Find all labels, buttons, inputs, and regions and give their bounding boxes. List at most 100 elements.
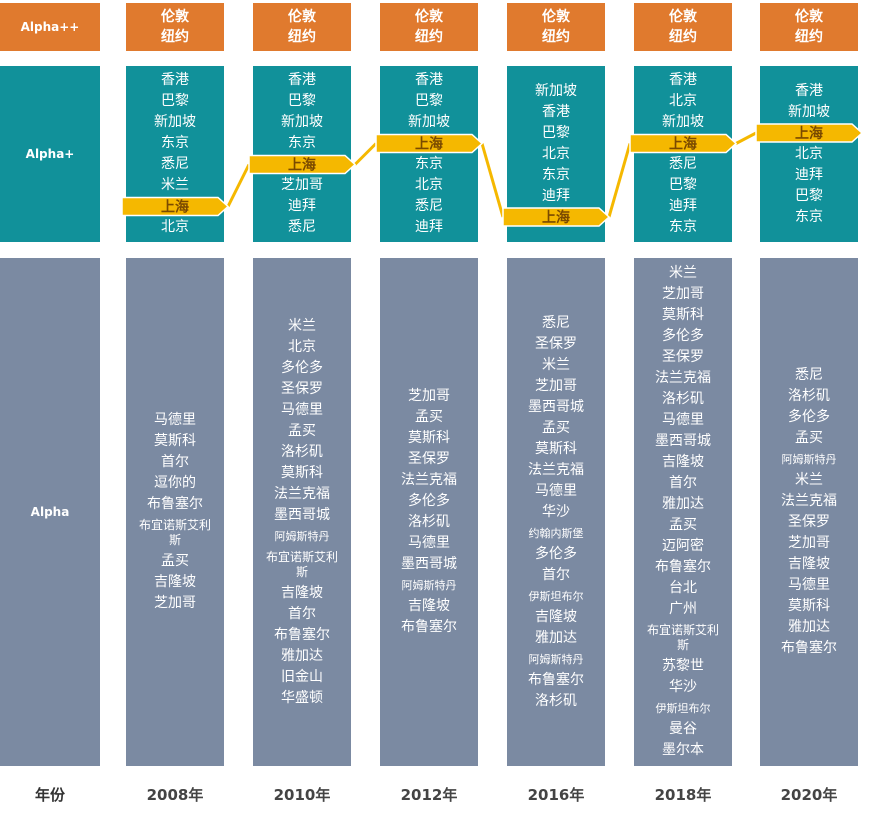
- alpha-cell: 悉尼 圣保罗 米兰 芝加哥 墨西哥城 孟买 莫斯科 法兰克福 马德里 华沙 约翰内斯堡 多伦多 首尔 伊斯…: [507, 258, 605, 766]
- alpha-pp-cell: 伦敦 纽约: [634, 3, 732, 51]
- year-label: 2010年: [273, 786, 331, 804]
- city-name: 孟买: [795, 430, 823, 446]
- city-name: 北京: [415, 177, 443, 193]
- city-name: 布宜诺斯艾利斯: [646, 623, 719, 652]
- city-name: 东京: [161, 135, 189, 151]
- city-name: 圣保罗: [662, 349, 704, 365]
- alpha-pp-cell: 伦敦 纽约: [380, 3, 478, 51]
- city-name: 北京: [542, 145, 570, 162]
- city-name: 马德里: [281, 401, 323, 418]
- city-name: 香港: [288, 72, 316, 88]
- city-name: 法兰克福: [781, 493, 837, 509]
- city-name: 米兰: [669, 265, 697, 281]
- city-name: 法兰克福: [274, 485, 330, 502]
- city-name: 洛杉矶: [662, 391, 704, 407]
- city-name: 吉隆坡: [154, 574, 196, 590]
- city-name: 伦敦: [415, 9, 443, 25]
- city-name: 新加坡: [408, 114, 450, 130]
- city-name: 曼谷: [669, 721, 697, 737]
- city-name: 伦敦: [669, 9, 697, 25]
- city-name: 马德里: [408, 535, 450, 551]
- alpha-plus-cell: 香港北京新加坡上海悉尼巴黎迪拜东京: [634, 66, 732, 242]
- alpha-cell: 芝加哥 孟买 莫斯科 圣保罗 法兰克福 多伦多 洛杉矶 马德里 墨西哥城 阿姆斯特丹 吉隆坡 布鲁塞尔: [380, 258, 478, 766]
- city-name: 莫斯科: [788, 598, 830, 614]
- tier-label-alpha-pp: Alpha++: [0, 3, 100, 51]
- shanghai-highlight-label: 上海: [288, 157, 316, 174]
- alpha-pp-cell: 伦敦 纽约: [760, 3, 858, 51]
- city-name: 悉尼: [161, 156, 189, 172]
- city-name: 新加坡: [281, 114, 323, 130]
- city-name: 北京: [161, 219, 189, 235]
- shanghai-connector-line: [480, 143, 505, 218]
- city-name: 米兰: [542, 356, 570, 373]
- shanghai-connector-line: [353, 142, 378, 166]
- shanghai-highlight-label: 上海: [161, 199, 189, 216]
- city-name: 阿姆斯特丹: [401, 579, 457, 592]
- city-name: 悉尼: [415, 198, 443, 214]
- shanghai-connector-line: [735, 131, 757, 145]
- city-name: 巴黎: [415, 93, 443, 109]
- city-name: 巴黎: [542, 124, 570, 141]
- city-name: 阿姆斯特丹: [528, 652, 584, 666]
- city-name: 法兰克福: [401, 472, 457, 488]
- tier-label-alpha: Alpha: [0, 258, 100, 766]
- city-name: 米兰: [795, 472, 823, 488]
- city-name: 东京: [288, 135, 316, 151]
- city-name: 伊斯坦布尔: [528, 589, 584, 603]
- alpha-plus-cell: 香港新加坡上海北京迪拜巴黎东京: [760, 66, 858, 242]
- city-name: 纽约: [795, 29, 823, 45]
- city-name: 悉尼: [542, 314, 570, 331]
- city-name: 纽约: [542, 29, 570, 45]
- city-name: 逗你的: [154, 475, 196, 491]
- city-name: 雅加达: [281, 647, 323, 664]
- year-row: 年份 2008年 2010年 2012年 2016年 2018年 2020年: [0, 780, 869, 810]
- alpha-cell: 米兰 芝加哥 莫斯科 多伦多 圣保罗 法兰克福 洛杉矶 马德里 墨西哥城 吉隆坡 首尔 雅加达 孟买 迈阿…: [634, 258, 732, 766]
- city-name: 芝加哥: [535, 377, 577, 394]
- city-name: 纽约: [669, 29, 697, 45]
- city-name: 多伦多: [535, 545, 577, 562]
- city-name: 新加坡: [662, 114, 704, 130]
- city-name: 首尔: [161, 454, 189, 470]
- city-name: 吉隆坡: [281, 584, 323, 601]
- city-name: 莫斯科: [154, 433, 196, 449]
- city-name: 马德里: [154, 412, 196, 428]
- city-name: 圣保罗: [408, 451, 450, 467]
- city-name: 东京: [795, 208, 823, 225]
- shanghai-highlight-arrow: [375, 133, 484, 154]
- city-name: 布鲁塞尔: [401, 619, 457, 635]
- city-name: 新加坡: [535, 82, 577, 99]
- city-name: 北京: [669, 93, 697, 109]
- city-name: 米兰: [288, 317, 316, 334]
- city-name: 广州: [669, 601, 697, 617]
- city-name: 悉尼: [795, 367, 823, 383]
- alpha-plus-cell: 香港巴黎新加坡上海东京北京悉尼迪拜: [380, 66, 478, 242]
- shanghai-highlight-label: 上海: [542, 209, 570, 226]
- city-name: 布鲁塞尔: [528, 671, 584, 688]
- city-name: 孟买: [669, 517, 697, 533]
- city-name: 墨尔本: [662, 742, 704, 758]
- city-name: 布鲁塞尔: [274, 626, 330, 643]
- shanghai-highlight-arrow: [755, 123, 864, 143]
- year-label: 2020年: [780, 786, 838, 804]
- city-name: 布鲁塞尔: [781, 640, 837, 656]
- alpha-pp-cell: 伦敦 纽约: [253, 3, 351, 51]
- city-name: 旧金山: [281, 668, 323, 685]
- city-name: 圣保罗: [788, 514, 830, 530]
- alpha-plus-cell: 香港巴黎新加坡东京上海芝加哥迪拜悉尼: [253, 66, 351, 242]
- alpha-cell: 马德里 莫斯科 首尔 逗你的 布鲁塞尔 布宜诺斯艾利斯 孟买 吉隆坡 芝加哥: [126, 258, 224, 766]
- shanghai-highlight-arrow: [121, 196, 230, 217]
- city-name: 洛杉矶: [281, 443, 323, 460]
- city-name: 墨西哥城: [528, 398, 584, 415]
- city-name: 多伦多: [408, 493, 450, 509]
- city-name: 北京: [288, 338, 316, 355]
- shanghai-highlight-label: 上海: [415, 136, 443, 153]
- shanghai-highlight-label: 上海: [795, 125, 823, 142]
- city-name: 马德里: [788, 577, 830, 593]
- city-name: 迪拜: [669, 198, 697, 214]
- city-name: 雅加达: [535, 629, 577, 646]
- city-name: 香港: [669, 72, 697, 88]
- city-name: 阿姆斯特丹: [781, 453, 837, 466]
- city-name: 墨西哥城: [401, 556, 457, 572]
- city-name: 台北: [669, 580, 697, 596]
